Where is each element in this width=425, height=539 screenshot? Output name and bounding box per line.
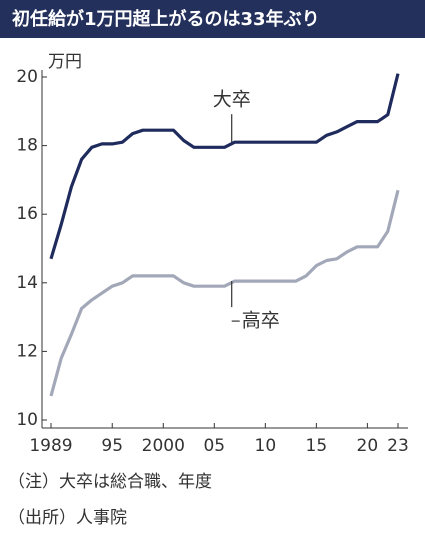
- y-tick-label: 12: [16, 341, 38, 361]
- note: （注）大卒は総合職、年度: [8, 472, 212, 492]
- x-tick-label: 20: [357, 436, 379, 456]
- y-tick-label: 14: [16, 273, 38, 293]
- y-tick-label: 10: [16, 410, 38, 430]
- series-label: 高卒: [242, 310, 280, 332]
- y-tick-label: 20: [16, 67, 38, 87]
- x-tick-label: 05: [203, 436, 225, 456]
- x-tick-label: 23: [387, 436, 409, 456]
- x-tick-label: 2000: [142, 436, 185, 456]
- chart-title: 初任給が1万円超上がるのは33年ぶり: [12, 8, 320, 30]
- line-series: [49, 73, 400, 260]
- y-axis-unit: 万円: [48, 52, 82, 72]
- y-tick-label: 16: [16, 204, 38, 224]
- y-tick-label: 18: [16, 136, 38, 156]
- note: （出所）人事院: [8, 508, 127, 528]
- line-series: [49, 189, 400, 397]
- title-bar: [0, 0, 425, 38]
- x-tick-label: 10: [255, 436, 277, 456]
- series-label: 大卒: [213, 89, 251, 111]
- x-tick-label: 95: [101, 436, 123, 456]
- x-tick-label: 1989: [29, 436, 72, 456]
- x-tick-label: 15: [306, 436, 328, 456]
